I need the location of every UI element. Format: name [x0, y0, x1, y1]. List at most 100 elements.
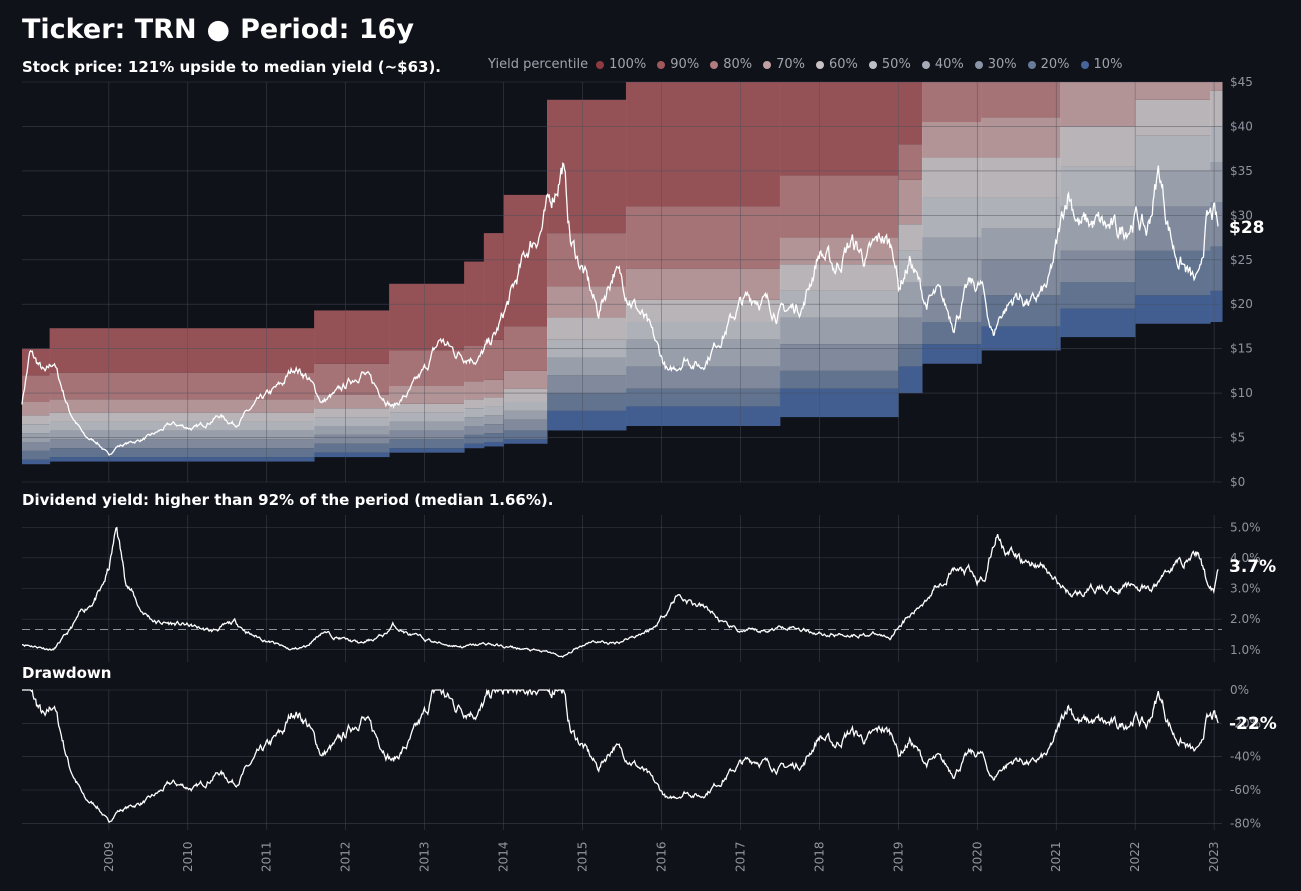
percentile-band — [779, 370, 899, 389]
legend-item: 20% — [1027, 57, 1070, 72]
legend-item: 60% — [816, 57, 858, 72]
percentile-band — [1135, 295, 1211, 324]
legend-item: 50% — [868, 57, 911, 72]
percentile-band — [483, 233, 505, 340]
percentile-band — [314, 426, 390, 435]
percentile-band — [483, 442, 505, 447]
percentile-band — [483, 406, 505, 416]
percentile-band — [1210, 90, 1223, 127]
percentile-band — [22, 415, 51, 425]
legend-label: 50% — [881, 57, 911, 72]
percentile-band — [464, 399, 485, 409]
percentile-band — [981, 82, 1061, 118]
percentile-band — [49, 457, 315, 462]
legend-label: 70% — [776, 57, 805, 72]
x-tick-label: 2021 — [1049, 841, 1063, 872]
percentile-band — [922, 82, 982, 122]
percentile-band — [898, 82, 923, 145]
x-tick-label: 2019 — [891, 841, 905, 872]
percentile-band — [49, 399, 315, 413]
percentile-band — [1135, 82, 1211, 100]
percentile-band — [625, 299, 781, 322]
y-tick-label: -40% — [1230, 750, 1261, 764]
x-tick-label: 2022 — [1128, 841, 1142, 872]
percentile-band — [547, 375, 627, 394]
percentile-band — [547, 357, 627, 376]
legend-swatch — [596, 60, 605, 69]
percentile-band — [898, 144, 923, 180]
legend-swatch — [1080, 60, 1089, 69]
percentile-band — [898, 317, 923, 345]
x-tick-label: 2017 — [733, 841, 747, 872]
percentile-band — [898, 282, 923, 318]
percentile-band — [49, 328, 315, 373]
percentile-band — [503, 194, 548, 327]
percentile-band — [503, 410, 548, 420]
period-label: Period: 16y — [240, 14, 415, 45]
legend-item: 10% — [1080, 57, 1122, 72]
percentile-band — [1060, 166, 1136, 207]
percentile-band — [625, 206, 781, 269]
percentile-band — [22, 402, 51, 416]
percentile-band — [389, 403, 465, 413]
percentile-band — [464, 417, 485, 426]
yield-panel-title: Dividend yield: higher than 92% of the p… — [22, 491, 554, 509]
yield-line — [21, 526, 1219, 658]
percentile-band — [1060, 126, 1136, 167]
percentile-band — [389, 448, 465, 453]
price-grid: $0 $5 $10 $15 $20 $25 $30 $35 $40 $45 — [22, 75, 1253, 489]
y-tick-label: $0 — [1230, 475, 1245, 489]
percentile-band — [314, 417, 390, 426]
legend-label: 40% — [934, 57, 964, 72]
percentile-band — [464, 443, 485, 449]
percentile-band — [483, 424, 505, 434]
percentile-band — [1210, 162, 1223, 202]
percentile-band — [1135, 99, 1211, 136]
percentile-band — [464, 261, 485, 346]
percentile-band — [1135, 170, 1211, 207]
percentile-band — [981, 228, 1061, 260]
y-tick-label: 4.0% — [1230, 551, 1261, 565]
legend-title: Yield percentile — [488, 57, 589, 72]
percentile-band — [547, 99, 627, 234]
percentile-band — [981, 117, 1061, 158]
percentile-band — [22, 424, 51, 434]
percentile-band — [981, 197, 1061, 229]
percentile-band — [625, 339, 781, 367]
percentile-band — [483, 379, 505, 398]
percentile-band — [314, 310, 390, 364]
percentile-band — [981, 259, 1061, 296]
chart-title: Ticker: TRN ● Period: 16y — [22, 14, 414, 45]
percentile-band — [547, 286, 627, 318]
percentile-band — [981, 295, 1061, 327]
yield-grid: 1.0% 2.0% 3.0% 4.0% 5.0% — [22, 515, 1261, 662]
legend-swatch — [816, 60, 824, 69]
y-tick-label: $25 — [1230, 253, 1253, 267]
percentile-band — [625, 366, 781, 389]
percentile-band — [314, 434, 390, 444]
y-tick-label: -20% — [1230, 716, 1261, 730]
percentile-band — [464, 381, 485, 400]
y-tick-label: 1.0% — [1230, 643, 1261, 657]
percentile-band — [1210, 202, 1223, 247]
price-panel-title: Stock price: 121% upside to median yield… — [22, 58, 441, 76]
x-tick-label: 2011 — [260, 841, 274, 872]
percentile-band — [314, 443, 390, 453]
percentile-band — [389, 283, 465, 351]
percentile-band — [898, 224, 923, 251]
y-tick-label: $15 — [1230, 342, 1253, 356]
percentile-band — [922, 157, 982, 198]
legend-label: 60% — [829, 57, 858, 72]
x-tick-label: 2009 — [102, 841, 116, 872]
percentile-band — [779, 82, 899, 176]
y-tick-label: $45 — [1230, 75, 1253, 89]
y-tick-label: $35 — [1230, 164, 1253, 178]
percentile-band — [483, 397, 505, 407]
percentile-band — [22, 375, 51, 402]
legend-label: 100% — [609, 57, 647, 72]
percentile-band — [625, 268, 781, 300]
percentile-band — [1060, 282, 1136, 309]
percentile-band — [49, 448, 315, 458]
x-tick-label: 2014 — [497, 841, 511, 872]
